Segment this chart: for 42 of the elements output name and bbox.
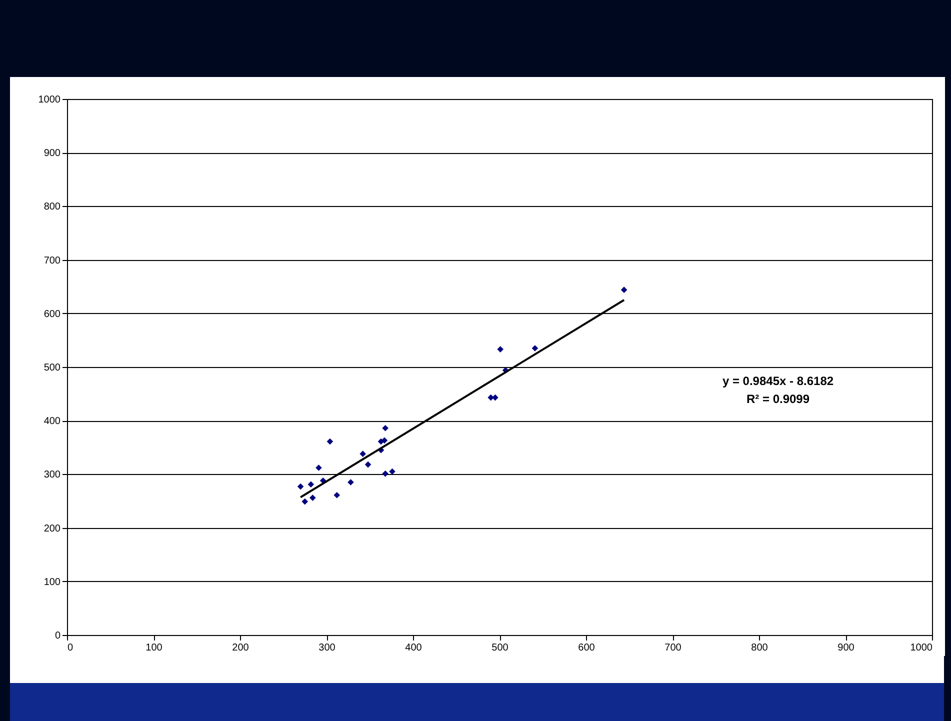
point bbox=[360, 450, 366, 457]
point bbox=[497, 346, 504, 352]
y-tick-label: 400 bbox=[44, 416, 61, 428]
y-tick-label: 900 bbox=[44, 148, 61, 160]
y-tick-label: 1000 bbox=[38, 94, 61, 106]
y-tick-label: 700 bbox=[44, 255, 61, 266]
point bbox=[297, 483, 304, 490]
x-tick-label: 500 bbox=[492, 642, 509, 654]
y-tick-label: 600 bbox=[44, 308, 61, 320]
annotation: R² = 0.9099 bbox=[746, 392, 810, 406]
y-tick-label: 500 bbox=[44, 362, 61, 374]
point bbox=[389, 468, 396, 475]
point bbox=[364, 461, 372, 468]
point bbox=[382, 424, 388, 432]
point bbox=[492, 394, 498, 401]
x-tick-label: 900 bbox=[838, 642, 855, 654]
x-tick-label: 600 bbox=[578, 642, 596, 654]
point bbox=[620, 286, 628, 293]
x-tick-label: 1000 bbox=[910, 642, 933, 654]
point bbox=[302, 498, 308, 505]
point bbox=[382, 470, 388, 477]
x-tick-label: 100 bbox=[146, 642, 163, 654]
y-tick-label: 800 bbox=[44, 202, 61, 213]
x-tick-label: 400 bbox=[405, 642, 422, 654]
point bbox=[348, 479, 354, 486]
annotation: y = 0.9845x - 8.6182 bbox=[722, 374, 834, 388]
point bbox=[310, 494, 316, 501]
point bbox=[381, 437, 388, 444]
point bbox=[316, 464, 322, 471]
x-tick-label: 700 bbox=[664, 642, 682, 654]
x-tick-label: 800 bbox=[751, 642, 768, 654]
y-tick-label: 200 bbox=[44, 523, 61, 534]
point bbox=[532, 345, 538, 352]
y-tick-label: 100 bbox=[44, 576, 61, 588]
y-tick-label: 0 bbox=[54, 630, 61, 642]
y-tick-label: 300 bbox=[44, 470, 61, 481]
point bbox=[326, 438, 334, 445]
x-tick-label: 0 bbox=[68, 642, 74, 654]
x-tick-label: 200 bbox=[232, 642, 250, 654]
point bbox=[334, 492, 340, 498]
x-tick-label: 300 bbox=[318, 642, 336, 654]
point bbox=[308, 481, 314, 488]
